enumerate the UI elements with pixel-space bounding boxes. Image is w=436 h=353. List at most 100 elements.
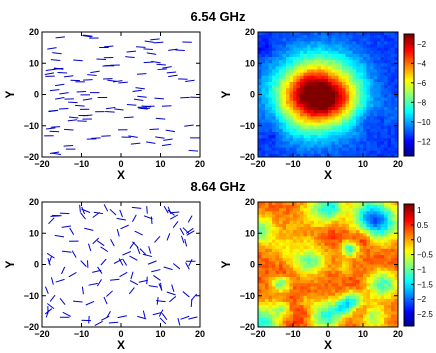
heatmap-cell — [289, 320, 294, 325]
heatmap-cell — [286, 113, 290, 117]
heatmap-cell — [384, 116, 388, 120]
dipole-segment — [188, 149, 199, 152]
heatmap-cell — [370, 113, 374, 117]
heatmap-cell — [286, 38, 290, 42]
heatmap-cell — [331, 317, 336, 322]
colorbar-step — [404, 277, 414, 280]
heatmap-cell — [293, 298, 297, 303]
heatmap-cell — [289, 103, 294, 108]
heatmap-cell — [387, 205, 392, 209]
heatmap-cell — [289, 57, 294, 61]
heatmap-cell — [328, 32, 332, 36]
heatmap-cell — [342, 323, 346, 328]
heatmap-cell — [366, 305, 371, 309]
heatmap-cell — [258, 41, 262, 45]
heatmap-cell — [338, 53, 343, 58]
colorbar-tick-label: −2 — [417, 40, 427, 49]
heatmap-cell — [324, 261, 329, 265]
heatmap-cell — [310, 323, 315, 328]
heatmap-cell — [296, 258, 301, 262]
heatmap-cell — [258, 47, 262, 52]
heatmap-cell — [286, 298, 290, 303]
heatmap-cell — [279, 320, 283, 325]
heatmap-cell — [335, 53, 339, 58]
colorbar-step — [404, 224, 414, 227]
heatmap-cell — [268, 100, 273, 105]
heatmap-cell — [349, 110, 353, 114]
heatmap-cell — [394, 233, 399, 237]
heatmap-cell — [349, 132, 353, 136]
dipole-segment — [105, 110, 115, 113]
heatmap-cell — [373, 50, 378, 55]
heatmap-cell — [356, 220, 360, 225]
heatmap-cell — [296, 248, 301, 253]
heatmap-cell — [370, 138, 374, 142]
heatmap-cell — [314, 153, 318, 158]
heatmap-cell — [307, 103, 311, 108]
heatmap-cell — [282, 91, 287, 95]
heatmap-cell — [387, 60, 392, 64]
heatmap-cell — [286, 69, 290, 74]
heatmap-cell — [321, 208, 325, 212]
heatmap-cell — [338, 35, 343, 39]
colorbar-step — [404, 60, 414, 63]
heatmap-cell — [373, 289, 378, 294]
heatmap-cell — [268, 57, 273, 61]
heatmap-cell — [394, 38, 399, 42]
heatmap-cell — [296, 245, 301, 250]
heatmap-cell — [335, 217, 339, 222]
heatmap-cell — [366, 153, 371, 158]
heatmap-cell — [265, 63, 269, 67]
heatmap-cell — [380, 283, 385, 287]
heatmap-cell — [303, 66, 308, 70]
heatmap-cell — [387, 264, 392, 269]
heatmap-cell — [366, 82, 371, 86]
heatmap-cell — [279, 57, 283, 61]
heatmap-cell — [293, 202, 297, 206]
heatmap-cell — [363, 57, 367, 61]
heatmap-cell — [289, 66, 294, 70]
heatmap-cell — [289, 135, 294, 139]
heatmap-cell — [373, 125, 378, 130]
heatmap-cell — [370, 116, 374, 120]
heatmap-cell — [300, 227, 304, 231]
heatmap-cell — [345, 128, 350, 133]
heatmap-cell — [272, 147, 276, 152]
heatmap-cell — [352, 110, 357, 114]
heatmap-cell — [345, 248, 350, 253]
heatmap-cell — [300, 298, 304, 303]
heatmap-cell — [394, 82, 399, 86]
heatmap-cell — [268, 314, 273, 319]
heatmap-cell — [282, 289, 287, 294]
heatmap-cell — [331, 236, 336, 240]
heatmap-cell — [349, 50, 353, 55]
heatmap-cell — [387, 103, 392, 108]
heatmap-cell — [373, 242, 378, 247]
heatmap-cell — [363, 82, 367, 86]
heatmap-cell — [380, 255, 385, 259]
heatmap-cell — [373, 141, 378, 145]
heatmap-cell — [328, 289, 332, 294]
heatmap-cell — [380, 41, 385, 45]
heatmap-cell — [338, 103, 343, 108]
heatmap-cell — [338, 94, 343, 99]
heatmap-cell — [314, 320, 318, 325]
heatmap-cell — [314, 135, 318, 139]
heatmap-cell — [279, 47, 283, 52]
heatmap-cell — [387, 113, 392, 117]
heatmap-cell — [373, 211, 378, 215]
heatmap-cell — [321, 236, 325, 240]
heatmap-cell — [380, 82, 385, 86]
heatmap-cell — [342, 50, 346, 55]
heatmap-cell — [384, 264, 388, 269]
dipole-segment — [146, 141, 156, 144]
heatmap-cell — [282, 78, 287, 83]
heatmap-cell — [261, 69, 266, 74]
heatmap-cell — [314, 305, 318, 309]
heatmap-cell — [296, 91, 301, 95]
heatmap-cell — [373, 38, 378, 42]
heatmap-cell — [293, 205, 297, 209]
heatmap-cell — [296, 147, 301, 152]
heatmap-cell — [349, 245, 353, 250]
heatmap-cell — [335, 286, 339, 290]
